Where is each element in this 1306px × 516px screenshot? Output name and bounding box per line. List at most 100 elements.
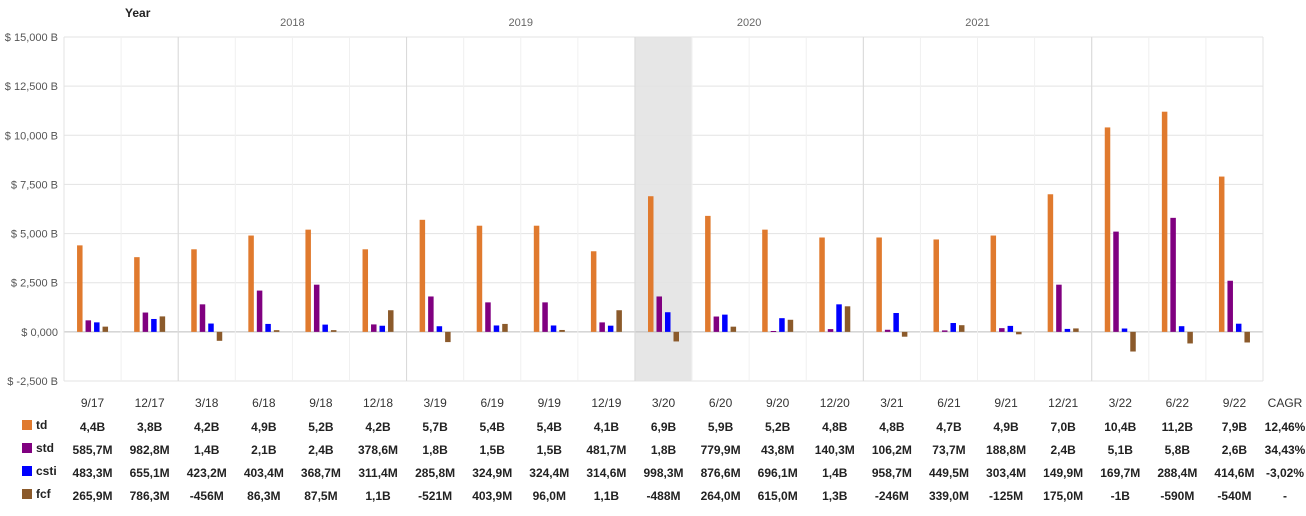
chart: $ -2,500 B $ 0,000 $ 2,500 B $ 5,000 B $ 7,5… [5, 6, 1303, 410]
bar-fcf [1130, 331, 1136, 352]
cagr-cell: 12,46% [1264, 420, 1306, 434]
bar-fcf [445, 331, 451, 343]
table-row: csti 483,3M 655,1M 423,2M 403,4M 368,7M 311,4M… [0, 462, 1306, 484]
y-tick-label: $ 15,000 B [5, 32, 58, 44]
table-cell: 786,3M [129, 489, 170, 503]
table-cell: 265,9M [72, 489, 113, 503]
y-tick-label: $ 5,000 B [11, 229, 58, 241]
x-tick-label: 3/21 [880, 396, 904, 410]
bar-std [713, 316, 720, 332]
table-cell: 324,4M [529, 466, 570, 480]
bar-std [85, 320, 92, 332]
bar-td [933, 239, 939, 332]
table-cell: 403,4M [243, 466, 284, 480]
x-tick-label: 12/18 [363, 396, 393, 410]
table-cell: 2,4B [308, 443, 334, 457]
bar-csti [950, 323, 956, 332]
bar-std [142, 312, 149, 332]
table-cell: 43,8M [761, 443, 795, 457]
legend-swatch [22, 443, 32, 453]
table-cell: -521M [418, 489, 453, 503]
table-cell: 414,6M [1214, 466, 1255, 480]
bar-fcf [787, 319, 794, 332]
table-cell: 324,9M [472, 466, 513, 480]
table-cell: 5,4B [479, 420, 505, 434]
table-cell: 4,8B [822, 420, 848, 434]
table-cell: 5,2B [765, 420, 791, 434]
bar-csti [893, 313, 899, 332]
legend-swatch [22, 489, 32, 499]
bar-std [770, 330, 777, 332]
x-tick-label: 6/22 [1166, 396, 1190, 410]
table-cell: 303,4M [986, 466, 1027, 480]
legend-label: std [36, 441, 54, 455]
table-cell: 1,1B [593, 489, 620, 503]
bar-fcf [388, 310, 394, 332]
table-cell: -246M [874, 489, 909, 503]
bar-fcf [616, 310, 622, 332]
table-cell: 87,5M [304, 489, 338, 503]
bar-fcf [958, 325, 965, 332]
y-tick-label: $ -2,500 B [7, 376, 58, 388]
bar-fcf [559, 329, 565, 332]
legend-item[interactable]: std [22, 441, 54, 455]
y-tick-label: $ 12,500 B [5, 81, 58, 93]
bar-std [199, 304, 206, 332]
bar-td [876, 237, 882, 332]
table-cell: -488M [646, 489, 681, 503]
table-cell: 378,6M [358, 443, 399, 457]
bar-csti [208, 323, 214, 332]
table-cell: 2,4B [1050, 443, 1076, 457]
table-cell: 86,3M [247, 489, 281, 503]
bar-std [656, 296, 662, 332]
bar-fcf [901, 331, 908, 337]
table-cell: 175,0M [1043, 489, 1084, 503]
bar-std [1170, 217, 1176, 332]
table-cell: 106,2M [871, 443, 912, 457]
bar-fcf [730, 326, 737, 332]
bar-td [1047, 194, 1054, 332]
table-cell: 1,4B [194, 443, 220, 457]
table-cell: 4,2B [194, 420, 220, 434]
table-cell: 11,2B [1161, 420, 1194, 434]
legend-item[interactable]: csti [22, 464, 57, 478]
bar-td [990, 235, 997, 332]
table-cell: 140,3M [814, 443, 855, 457]
bar-csti [493, 325, 500, 332]
bar-csti [1235, 323, 1242, 332]
table-cell: -540M [1217, 489, 1252, 503]
legend-item[interactable]: fcf [22, 487, 51, 501]
y-tick-label: $ 2,500 B [11, 278, 58, 290]
table-cell: 1,4B [822, 466, 848, 480]
bar-csti [94, 322, 100, 332]
year-axis-title: Year [125, 6, 151, 20]
table-row: fcf 265,9M 786,3M -456M 86,3M 87,5M 1,1B -521M 4… [0, 485, 1306, 507]
bar-td [1104, 127, 1111, 332]
x-tick-label: 3/19 [423, 396, 447, 410]
bar-fcf [1073, 328, 1079, 332]
legend-label: td [36, 418, 48, 432]
bar-std [542, 302, 548, 332]
table-cell: 4,9B [251, 420, 277, 434]
x-tick-label: 9/21 [994, 396, 1018, 410]
table-cell: 314,6M [586, 466, 627, 480]
bar-td [762, 229, 768, 332]
bar-fcf [844, 306, 851, 332]
cagr-cell: 34,43% [1264, 443, 1306, 457]
y-tick-label: $ 0,000 [21, 327, 58, 339]
table-cell: 1,5B [479, 443, 505, 457]
bar-csti [322, 324, 328, 332]
bar-std [999, 328, 1005, 332]
table-cell: 4,8B [879, 420, 905, 434]
year-label: 2019 [509, 17, 533, 29]
table-cell: 3,8B [136, 420, 163, 434]
table-cell: 149,9M [1043, 466, 1084, 480]
bar-td [77, 245, 83, 332]
x-tick-label: 6/18 [252, 396, 276, 410]
bar-csti [722, 314, 728, 332]
x-tick-label: 6/21 [937, 396, 961, 410]
legend-label: fcf [36, 487, 51, 501]
x-tick-label: 9/18 [309, 396, 333, 410]
legend-item[interactable]: td [22, 418, 47, 432]
table-row: td 4,4B 3,8B 4,2B 4,9B 5,2B 4,2B 5,7B 5,4B 5,4B 4,… [0, 416, 1306, 438]
